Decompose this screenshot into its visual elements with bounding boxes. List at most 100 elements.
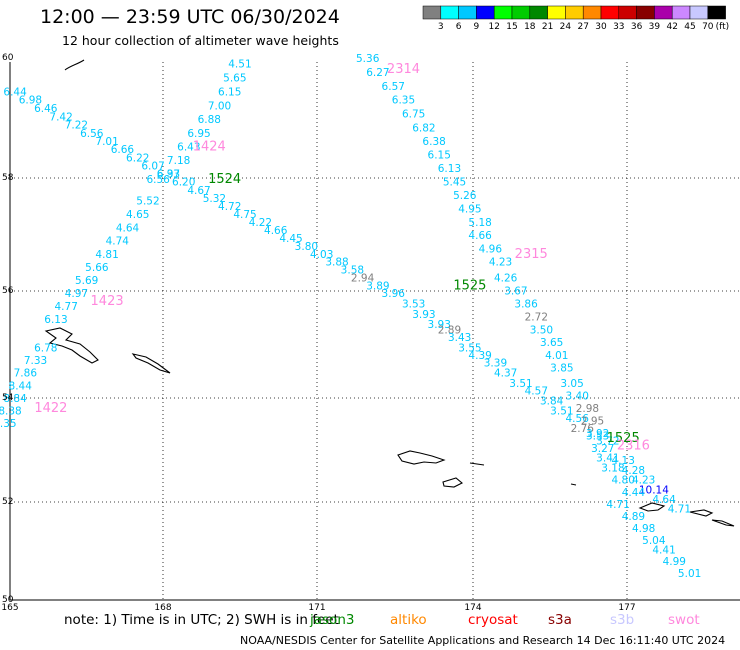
swh-value: 3.89 (366, 280, 389, 292)
latitude-label: 54 (2, 393, 14, 403)
pass-time-label: 1524 (208, 172, 241, 187)
swh-value: 3.67 (504, 285, 527, 297)
swh-value: 4.80 (612, 475, 635, 487)
scale-swatch (654, 5, 673, 20)
swh-value: 6.38 (422, 136, 445, 148)
page-subtitle: 12 hour collection of altimeter wave hei… (62, 33, 339, 48)
swh-value: 6.35 (392, 95, 415, 107)
swh-value: 8.38 (0, 405, 22, 417)
swh-value: 6.13 (438, 163, 461, 175)
swh-value: 4.37 (494, 368, 517, 380)
swh-value: 4.41 (652, 544, 675, 556)
swh-value: 4.66 (468, 230, 492, 242)
swh-value: 6.56 (80, 128, 104, 140)
scale-swatch (565, 5, 584, 20)
swh-value: 3.39 (484, 358, 507, 370)
swh-value: 4.28 (622, 465, 645, 477)
swh-value: 6.37 (157, 169, 180, 181)
swh-value: 6.27 (366, 67, 389, 79)
swh-value: 4.95 (458, 204, 481, 216)
scale-swatch (707, 5, 726, 20)
scale-swatch (529, 5, 548, 20)
coastline (570, 483, 577, 486)
swh-value: 8.84 (3, 393, 27, 405)
scale-swatch (689, 5, 709, 20)
swh-value: 4.57 (525, 385, 548, 397)
swh-value: 6.98 (19, 95, 42, 107)
swh-value: 4.23 (489, 257, 512, 269)
swh-value: 4.72 (218, 201, 241, 213)
coastline (131, 353, 171, 374)
swh-value: 4.22 (249, 217, 272, 229)
swh-value: 3.51 (550, 405, 573, 417)
swh-value: 10.14 (639, 484, 669, 496)
swh-value: 6.75 (402, 109, 425, 121)
satellite-s3a: s3a (548, 612, 572, 628)
scale-label: 9 (474, 22, 480, 32)
swh-value: 3.93 (428, 319, 451, 331)
swh-value: 4.64 (116, 222, 140, 234)
swh-value: 2.72 (525, 311, 548, 323)
swh-value: 4.03 (310, 249, 333, 261)
swh-value: 8.35 (0, 418, 17, 430)
swh-observations: 4.515.656.157.006.886.956.437.186.376.56… (0, 53, 701, 580)
coastline (469, 462, 485, 466)
scale-label: 3 (438, 22, 444, 32)
scale-swatch (422, 5, 442, 20)
longitude-label: 174 (464, 603, 481, 613)
swh-value: 7.22 (65, 120, 88, 132)
swh-value: 6.88 (198, 114, 221, 126)
swh-value: 6.44 (3, 86, 27, 98)
latitude-label: 52 (2, 497, 13, 507)
swh-value: 3.53 (402, 298, 425, 310)
swh-value: 7.01 (95, 136, 118, 148)
credit-line: NOAA/NESDIS Center for Satellite Applica… (240, 634, 726, 647)
axis-labels: 165 168 171 174 177 60 58 56 54 52 50 (1, 53, 635, 613)
longitude-label: 171 (308, 603, 325, 613)
scale-swatch (600, 5, 620, 20)
swh-value: 5.32 (203, 193, 226, 205)
latitude-label: 60 (2, 53, 14, 63)
swh-value: 6.15 (218, 86, 241, 98)
page-title: 12:00 — 23:59 UTC 06/30/2024 (40, 6, 340, 28)
scale-label: 18 (524, 22, 536, 32)
pass-time-label: 2316 (617, 438, 650, 453)
swh-value: 3.40 (566, 390, 589, 402)
scale-label: 30 (595, 22, 607, 32)
swh-value: 4.74 (106, 236, 130, 248)
coastline (442, 477, 463, 488)
swh-value: 4.89 (622, 511, 645, 523)
scale-label: 6 (456, 22, 462, 32)
swh-value: 5.26 (453, 190, 477, 202)
swh-value: 6.07 (141, 160, 164, 172)
swh-value: 3.92 (586, 428, 609, 440)
swh-value: 5.52 (136, 196, 159, 208)
swh-value: 6.22 (126, 152, 149, 164)
swh-value: 5.36 (356, 53, 380, 65)
pass-time-label: 1525 (607, 431, 640, 446)
swh-value: 6.56 (146, 174, 170, 186)
longitude-label: 168 (154, 603, 171, 613)
scale-label: 42 (666, 22, 677, 32)
swh-value: 6.46 (34, 103, 58, 115)
swh-value: 7.86 (14, 368, 38, 380)
scale-swatch (511, 5, 531, 20)
swh-value: 5.69 (75, 275, 98, 287)
swh-value: 5.45 (443, 177, 466, 189)
scale-label: 39 (649, 22, 661, 32)
coastline (689, 509, 714, 517)
longitude-label: 165 (1, 603, 18, 613)
swh-value: 3.41 (596, 453, 619, 465)
satellite-swot: swot (668, 612, 700, 628)
swh-value: 8.44 (9, 380, 33, 392)
swh-value: 3.53 (586, 430, 609, 442)
swh-value: 3.88 (325, 257, 348, 269)
swh-value: 7.18 (167, 155, 190, 167)
swh-value: 6.93 (157, 169, 180, 181)
swh-value: 3.86 (514, 298, 538, 310)
scale-swatch (671, 5, 691, 20)
swh-value: 3.93 (412, 309, 435, 321)
swh-value: 4.96 (479, 243, 503, 255)
swh-value: 4.75 (233, 209, 256, 221)
swh-value: 6.15 (428, 150, 451, 162)
